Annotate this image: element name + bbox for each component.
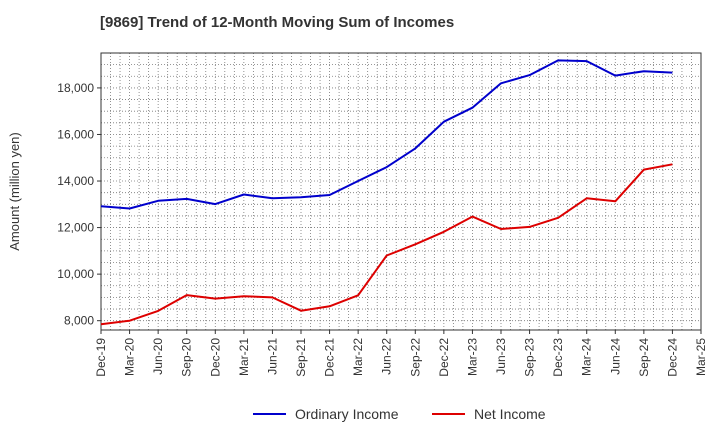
- x-tick-label: Sep-22: [408, 338, 422, 377]
- x-tick-label: Sep-21: [294, 338, 308, 377]
- x-tick-label: Jun-20: [151, 338, 165, 375]
- x-tick-label: Dec-22: [437, 338, 451, 377]
- legend-label-ordinary-income: Ordinary Income: [295, 406, 399, 422]
- y-tick-label: 14,000: [57, 174, 94, 188]
- x-tick-label: Dec-19: [94, 338, 108, 377]
- grid-layer: [101, 53, 701, 330]
- series-line-ordinary-income: [100, 59, 673, 210]
- x-tick-label: Jun-24: [608, 338, 622, 375]
- x-tick-label: Jun-23: [494, 338, 508, 375]
- x-tick-label: Sep-20: [180, 338, 194, 377]
- x-tick-label: Dec-24: [665, 338, 679, 377]
- y-tick-label: 12,000: [57, 221, 94, 235]
- x-tick-label: Mar-22: [351, 338, 365, 376]
- x-tick-label: Dec-23: [551, 338, 565, 377]
- series-line-net-income: [100, 163, 673, 326]
- x-tick-label: Mar-20: [123, 338, 137, 376]
- x-tick-label: Jun-22: [380, 338, 394, 375]
- axes-layer: 8,000 10,000 12,000 14,000 16,000 18,000 Dec-1…: [7, 52, 708, 377]
- x-tick-label: Sep-24: [637, 338, 651, 377]
- y-tick-label: 10,000: [57, 267, 94, 281]
- plot-frame: [100, 52, 702, 331]
- legend-layer: Ordinary Income Net Income: [253, 406, 546, 422]
- x-tick-label: Mar-23: [465, 338, 479, 376]
- series-layer: [100, 59, 673, 326]
- y-tick-label: 16,000: [57, 127, 94, 141]
- x-tick-label: Dec-20: [208, 338, 222, 377]
- chart-title: [9869] Trend of 12-Month Moving Sum of I…: [100, 14, 455, 31]
- x-tick-label: Mar-24: [580, 338, 594, 376]
- x-tick-label: Dec-21: [323, 338, 337, 377]
- legend-label-net-income: Net Income: [474, 406, 546, 422]
- x-tick-label: Sep-23: [523, 338, 537, 377]
- x-tick-label: Mar-25: [694, 338, 708, 376]
- y-tick-label: 18,000: [57, 81, 94, 95]
- x-tick-label: Jun-21: [265, 338, 279, 375]
- y-axis-label: Amount (million yen): [7, 132, 22, 251]
- y-tick-label: 8,000: [64, 314, 94, 328]
- x-tick-label: Mar-21: [237, 338, 251, 376]
